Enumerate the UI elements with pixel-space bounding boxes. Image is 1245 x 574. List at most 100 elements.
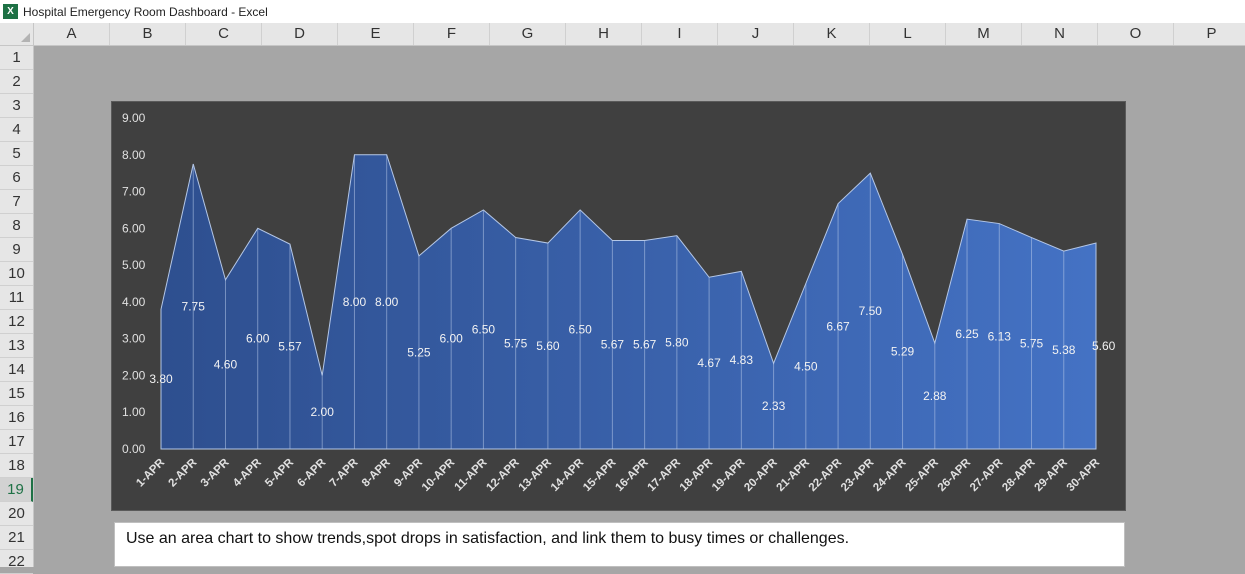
data-label: 8.00 bbox=[343, 295, 367, 309]
column-header-i[interactable]: I bbox=[642, 23, 718, 45]
row-header-16[interactable]: 16 bbox=[0, 406, 33, 430]
y-tick-label: 1.00 bbox=[122, 405, 146, 419]
data-point[interactable] bbox=[1095, 242, 1098, 245]
row-header-18[interactable]: 18 bbox=[0, 454, 33, 478]
row-header-20[interactable]: 20 bbox=[0, 502, 33, 526]
column-header-n[interactable]: N bbox=[1022, 23, 1098, 45]
data-point[interactable] bbox=[417, 254, 420, 257]
data-label: 2.88 bbox=[923, 389, 947, 403]
data-point[interactable] bbox=[772, 362, 775, 365]
data-point[interactable] bbox=[998, 222, 1001, 225]
data-label: 2.33 bbox=[762, 399, 786, 413]
data-point[interactable] bbox=[514, 236, 517, 239]
y-tick-label: 8.00 bbox=[122, 148, 146, 162]
x-tick-label: 5-APR bbox=[263, 456, 296, 489]
row-header-3[interactable]: 3 bbox=[0, 94, 33, 118]
data-point[interactable] bbox=[901, 253, 904, 256]
data-point[interactable] bbox=[1062, 250, 1065, 253]
column-header-p[interactable]: P bbox=[1174, 23, 1245, 45]
y-tick-label: 3.00 bbox=[122, 332, 146, 346]
data-point[interactable] bbox=[288, 243, 291, 246]
data-label: 5.60 bbox=[1092, 339, 1116, 353]
data-point[interactable] bbox=[933, 342, 936, 345]
data-label: 5.75 bbox=[1020, 336, 1044, 350]
data-label: 6.50 bbox=[472, 322, 496, 336]
data-label: 6.50 bbox=[568, 322, 592, 336]
data-label: 2.00 bbox=[311, 405, 335, 419]
row-header-15[interactable]: 15 bbox=[0, 382, 33, 406]
x-tick-label: 6-APR bbox=[295, 456, 328, 489]
column-header-g[interactable]: G bbox=[490, 23, 566, 45]
x-tick-label: 14-APR bbox=[549, 456, 587, 494]
row-header-21[interactable]: 21 bbox=[0, 526, 33, 550]
row-header-5[interactable]: 5 bbox=[0, 142, 33, 166]
column-header-a[interactable]: A bbox=[34, 23, 110, 45]
row-header-1[interactable]: 1 bbox=[0, 46, 33, 70]
row-header-7[interactable]: 7 bbox=[0, 190, 33, 214]
data-point[interactable] bbox=[579, 208, 582, 211]
column-header-m[interactable]: M bbox=[946, 23, 1022, 45]
x-tick-label: 20-APR bbox=[742, 456, 780, 494]
data-point[interactable] bbox=[353, 153, 356, 156]
column-header-f[interactable]: F bbox=[414, 23, 490, 45]
row-header-9[interactable]: 9 bbox=[0, 238, 33, 262]
data-label: 5.75 bbox=[504, 336, 528, 350]
x-tick-label: 24-APR bbox=[871, 456, 909, 494]
select-all-corner[interactable] bbox=[0, 23, 34, 45]
column-header-b[interactable]: B bbox=[110, 23, 186, 45]
data-point[interactable] bbox=[256, 227, 259, 230]
column-header-k[interactable]: K bbox=[794, 23, 870, 45]
data-point[interactable] bbox=[482, 208, 485, 211]
data-point[interactable] bbox=[160, 308, 163, 311]
row-header-2[interactable]: 2 bbox=[0, 70, 33, 94]
column-header-j[interactable]: J bbox=[718, 23, 794, 45]
column-header-h[interactable]: H bbox=[566, 23, 642, 45]
row-header-11[interactable]: 11 bbox=[0, 286, 33, 310]
data-label: 7.75 bbox=[182, 299, 206, 313]
data-point[interactable] bbox=[708, 276, 711, 279]
data-point[interactable] bbox=[869, 172, 872, 175]
row-header-22[interactable]: 22 bbox=[0, 550, 33, 574]
data-point[interactable] bbox=[966, 218, 969, 221]
data-label: 3.80 bbox=[149, 372, 173, 386]
data-point[interactable] bbox=[546, 242, 549, 245]
row-header-10[interactable]: 10 bbox=[0, 262, 33, 286]
area-series[interactable] bbox=[160, 154, 1097, 450]
chart-svg: 0.00 1.00 2.00 3.00 4.00 5.00 6.00 7.00 8.00 9.00… bbox=[122, 111, 1116, 494]
data-point[interactable] bbox=[740, 270, 743, 273]
title-bar: X Hospital Emergency Room Dashboard - Ex… bbox=[0, 0, 1245, 24]
row-header-19[interactable]: 19 bbox=[0, 478, 33, 502]
row-header-6[interactable]: 6 bbox=[0, 166, 33, 190]
window-title: Hospital Emergency Room Dashboard - Exce… bbox=[23, 4, 268, 19]
area-chart[interactable]: 0.00 1.00 2.00 3.00 4.00 5.00 6.00 7.00 8.00 9.00… bbox=[111, 101, 1126, 511]
data-point[interactable] bbox=[675, 234, 678, 237]
row-header-17[interactable]: 17 bbox=[0, 430, 33, 454]
data-point[interactable] bbox=[643, 239, 646, 242]
row-header-4[interactable]: 4 bbox=[0, 118, 33, 142]
data-point[interactable] bbox=[224, 278, 227, 281]
column-header-o[interactable]: O bbox=[1098, 23, 1174, 45]
note-textbox[interactable]: Use an area chart to show trends,spot dr… bbox=[114, 522, 1125, 567]
x-tick-label: 15-APR bbox=[581, 456, 619, 494]
data-point[interactable] bbox=[321, 374, 324, 377]
data-label: 4.60 bbox=[214, 357, 238, 371]
data-point[interactable] bbox=[804, 282, 807, 285]
data-point[interactable] bbox=[450, 227, 453, 230]
data-point[interactable] bbox=[192, 162, 195, 165]
row-header-14[interactable]: 14 bbox=[0, 358, 33, 382]
data-point[interactable] bbox=[385, 153, 388, 156]
row-header-12[interactable]: 12 bbox=[0, 310, 33, 334]
column-header-c[interactable]: C bbox=[186, 23, 262, 45]
data-point[interactable] bbox=[1030, 236, 1033, 239]
data-point[interactable] bbox=[837, 202, 840, 205]
column-header-l[interactable]: L bbox=[870, 23, 946, 45]
row-header-13[interactable]: 13 bbox=[0, 334, 33, 358]
data-point[interactable] bbox=[611, 239, 614, 242]
row-header-8[interactable]: 8 bbox=[0, 214, 33, 238]
data-label: 5.38 bbox=[1052, 343, 1076, 357]
x-tick-label: 3-APR bbox=[199, 456, 232, 489]
column-header-e[interactable]: E bbox=[338, 23, 414, 45]
x-tick-label: 12-APR bbox=[484, 456, 522, 494]
column-header-d[interactable]: D bbox=[262, 23, 338, 45]
